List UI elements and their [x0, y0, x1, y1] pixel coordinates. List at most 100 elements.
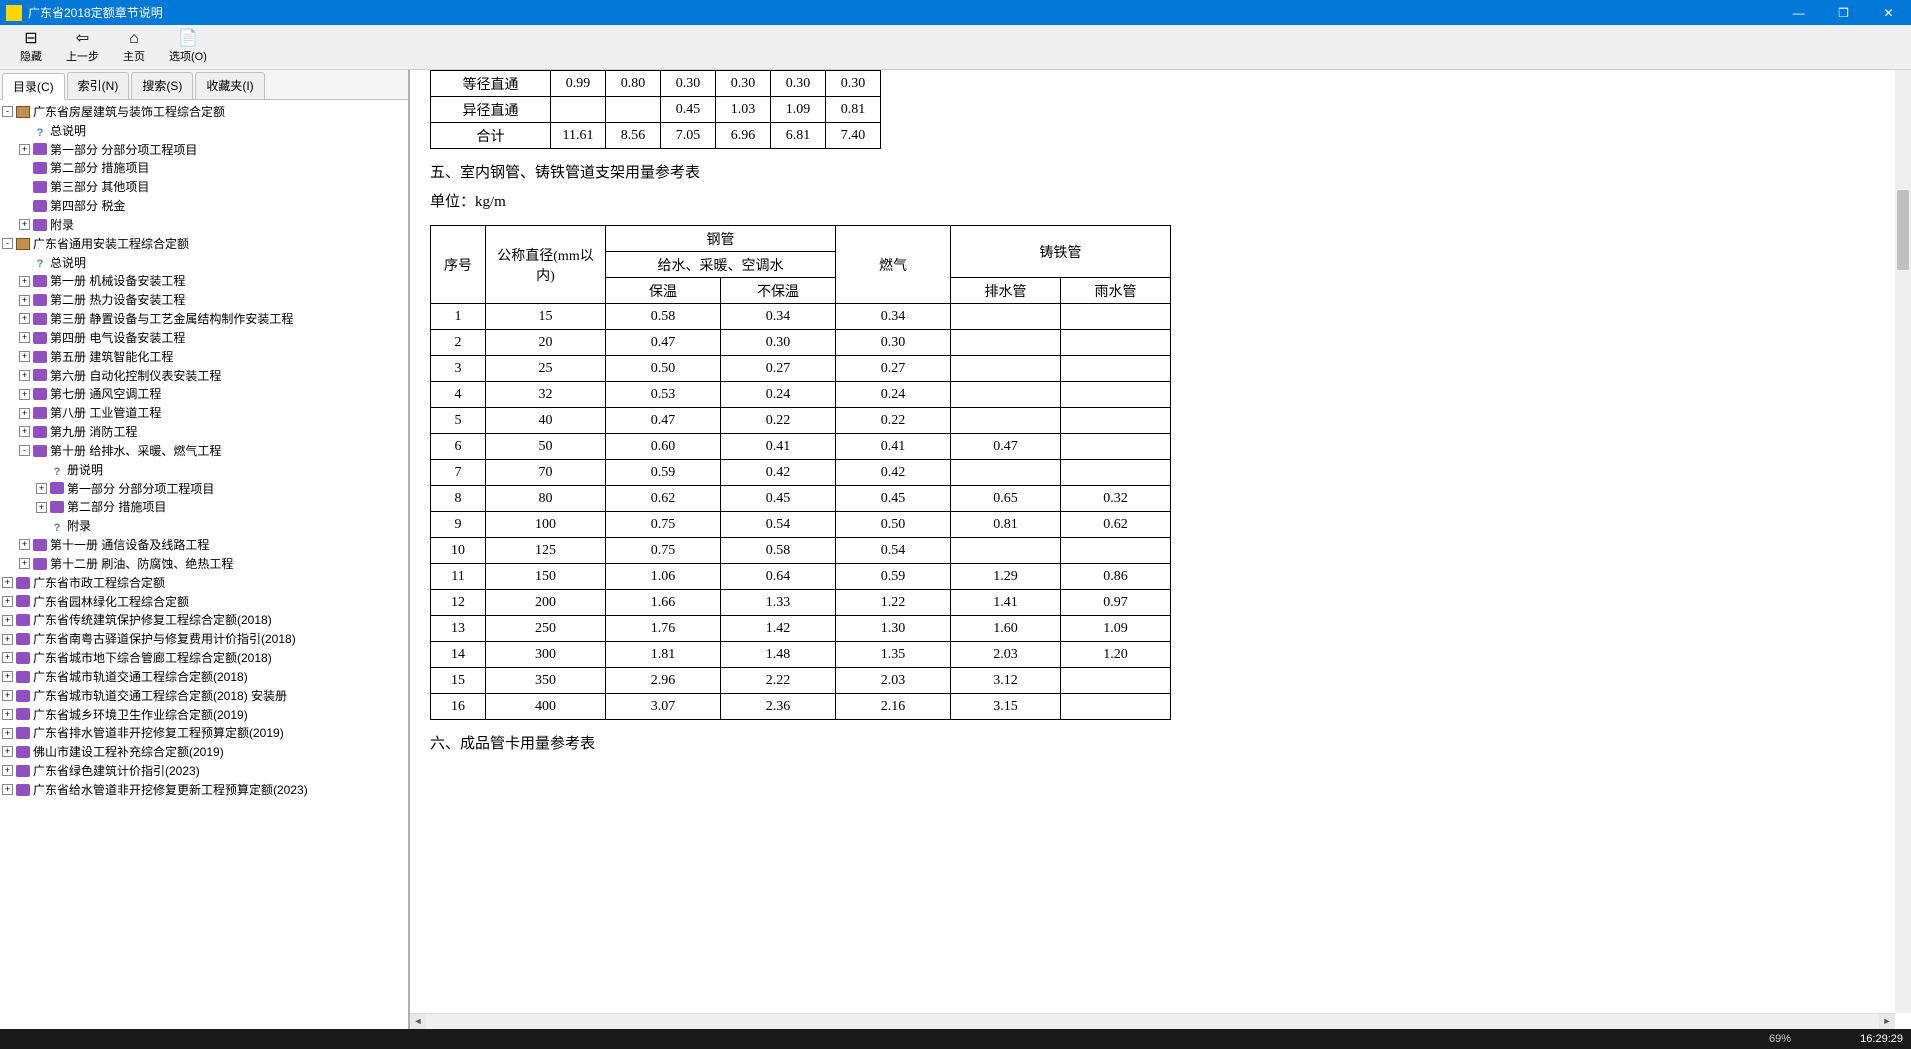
tree-label[interactable]: 第一部分 分部分项工程项目 — [50, 142, 197, 156]
tree-node[interactable]: + 第四册 电气设备安装工程 — [19, 328, 406, 347]
tree-toggle[interactable]: + — [2, 596, 13, 607]
tree-toggle[interactable]: + — [2, 690, 13, 701]
vertical-scrollbar[interactable] — [1895, 70, 1911, 1013]
tree-label[interactable]: 第二册 热力设备安装工程 — [50, 293, 185, 307]
tree-label[interactable]: 第十册 给排水、采暖、燃气工程 — [50, 444, 221, 458]
tree-label[interactable]: 第五册 建筑智能化工程 — [50, 350, 173, 364]
tree-node[interactable]: + 广东省城市轨道交通工程综合定额(2018) 安装册 — [2, 686, 406, 705]
tree-node[interactable]: +广东省市政工程综合定额 — [2, 573, 406, 592]
tree-toggle[interactable]: + — [19, 219, 30, 230]
tree-node[interactable]: + 第一部分 分部分项工程项目 — [19, 140, 406, 159]
tree-label[interactable]: 总说明 — [50, 124, 86, 138]
tree-toggle[interactable]: + — [19, 389, 30, 400]
tree-label[interactable]: 广东省给水管道非开挖修复更新工程预算定额(2023) — [33, 783, 308, 797]
close-button[interactable]: ✕ — [1866, 0, 1911, 25]
tree-node[interactable]: 第二部分 措施项目 — [19, 158, 406, 177]
tree-label[interactable]: 第四部分 税金 — [50, 199, 125, 213]
tree-label[interactable]: 广东省绿色建筑计价指引(2023) — [33, 764, 200, 778]
tree-node[interactable]: ?总说明 — [19, 253, 406, 272]
tree-label[interactable]: 第八册 工业管道工程 — [50, 406, 161, 420]
tree-toggle[interactable]: + — [19, 351, 30, 362]
tree-node[interactable]: ?附录 — [36, 516, 406, 535]
tree-node[interactable]: + 佛山市建设工程补充综合定额(2019) — [2, 742, 406, 761]
tree-toggle[interactable]: + — [36, 483, 47, 494]
home-button[interactable]: ⌂ 主页 — [111, 28, 157, 66]
tree-toggle[interactable]: - — [19, 445, 30, 456]
tree-toggle[interactable]: + — [2, 728, 13, 739]
tree-node[interactable]: + 第八册 工业管道工程 — [19, 403, 406, 422]
scroll-left-arrow[interactable]: ◄ — [410, 1014, 426, 1030]
tree-toggle[interactable]: + — [19, 295, 30, 306]
tree-node[interactable]: + 第六册 自动化控制仪表安装工程 — [19, 366, 406, 385]
tree-node[interactable]: + 广东省城市轨道交通工程综合定额(2018) — [2, 667, 406, 686]
tree-node[interactable]: + 第一册 机械设备安装工程 — [19, 271, 406, 290]
tree-toggle[interactable]: + — [19, 332, 30, 343]
tree-node[interactable]: + 广东省排水管道非开挖修复工程预算定额(2019) — [2, 723, 406, 742]
tree-node[interactable]: + 第七册 通风空调工程 — [19, 384, 406, 403]
tree-view[interactable]: -广东省房屋建筑与装饰工程综合定额?总说明+第一部分 分部分项工程项目第二部分 … — [0, 100, 408, 1029]
tree-node[interactable]: + 广东省城市地下综合管廊工程综合定额(2018) — [2, 648, 406, 667]
tree-toggle[interactable]: + — [2, 746, 13, 757]
tree-label[interactable]: 第二部分 措施项目 — [67, 500, 166, 514]
tree-node[interactable]: ?册说明 — [36, 460, 406, 479]
tree-node[interactable]: - 广东省通用安装工程综合定额 — [2, 234, 406, 253]
tree-label[interactable]: 第六册 自动化控制仪表安装工程 — [50, 368, 221, 382]
tree-toggle[interactable]: + — [2, 765, 13, 776]
tree-toggle[interactable]: - — [2, 238, 13, 249]
tree-node[interactable]: + 广东省绿色建筑计价指引(2023) — [2, 761, 406, 780]
tree-label[interactable]: 广东省园林绿化工程综合定额 — [33, 594, 189, 608]
tree-node[interactable]: - 广东省房屋建筑与装饰工程综合定额 — [2, 102, 406, 121]
hide-button[interactable]: ⊟ 隐藏 — [8, 28, 54, 66]
tree-label[interactable]: 第三册 静置设备与工艺金属结构制作安装工程 — [50, 312, 293, 326]
tree-label[interactable]: 广东省城市地下综合管廊工程综合定额(2018) — [33, 651, 272, 665]
tree-label[interactable]: 附录 — [67, 519, 91, 533]
tree-label[interactable]: 总说明 — [50, 255, 86, 269]
tab-index[interactable]: 索引(N) — [67, 72, 130, 99]
tab-search[interactable]: 搜索(S) — [131, 72, 193, 99]
tree-label[interactable]: 佛山市建设工程补充综合定额(2019) — [33, 745, 224, 759]
tree-toggle[interactable]: + — [2, 709, 13, 720]
tree-toggle[interactable]: + — [19, 408, 30, 419]
tree-node[interactable]: + 附录 — [19, 215, 406, 234]
tree-label[interactable]: 第十一册 通信设备及线路工程 — [50, 538, 209, 552]
tab-favorites[interactable]: 收藏夹(I) — [195, 72, 264, 99]
tree-label[interactable]: 第四册 电气设备安装工程 — [50, 331, 185, 345]
tree-label[interactable]: 第九册 消防工程 — [50, 425, 137, 439]
back-button[interactable]: ⇦ 上一步 — [54, 28, 111, 66]
tree-toggle[interactable]: + — [19, 370, 30, 381]
tree-toggle[interactable]: + — [19, 276, 30, 287]
tree-label[interactable]: 第七册 通风空调工程 — [50, 387, 161, 401]
tree-label[interactable]: 广东省城乡环境卫生作业综合定额(2019) — [33, 707, 248, 721]
tree-node[interactable]: - 第十册 给排水、采暖、燃气工程 — [19, 441, 406, 460]
tree-node[interactable]: + 第十一册 通信设备及线路工程 — [19, 535, 406, 554]
tree-toggle[interactable]: + — [2, 634, 13, 645]
tree-label[interactable]: 第十二册 刷油、防腐蚀、绝热工程 — [50, 557, 233, 571]
scroll-right-arrow[interactable]: ► — [1879, 1014, 1895, 1030]
minimize-button[interactable]: — — [1776, 0, 1821, 25]
tree-label[interactable]: 广东省通用安装工程综合定额 — [33, 237, 189, 251]
tree-label[interactable]: 册说明 — [67, 463, 103, 477]
tree-label[interactable]: 第二部分 措施项目 — [50, 161, 149, 175]
tree-toggle[interactable]: + — [2, 652, 13, 663]
tree-toggle[interactable]: + — [19, 313, 30, 324]
tree-node[interactable]: + 广东省城乡环境卫生作业综合定额(2019) — [2, 705, 406, 724]
tree-label[interactable]: 广东省城市轨道交通工程综合定额(2018) 安装册 — [33, 689, 287, 703]
options-button[interactable]: 📄 选项(O) — [157, 28, 219, 66]
tree-toggle[interactable]: + — [19, 539, 30, 550]
tree-node[interactable]: +第一部分 分部分项工程项目 — [36, 479, 406, 498]
tree-node[interactable]: + 第五册 建筑智能化工程 — [19, 347, 406, 366]
tree-toggle[interactable]: + — [19, 558, 30, 569]
tree-label[interactable]: 附录 — [50, 218, 74, 232]
tree-node[interactable]: +广东省传统建筑保护修复工程综合定额(2018) — [2, 610, 406, 629]
tree-node[interactable]: +第二部分 措施项目 — [36, 497, 406, 516]
tree-node[interactable]: 第四部分 税金 — [19, 196, 406, 215]
tree-label[interactable]: 广东省房屋建筑与装饰工程综合定额 — [33, 105, 225, 119]
tree-label[interactable]: 第一册 机械设备安装工程 — [50, 274, 185, 288]
tree-node[interactable]: + 第十二册 刷油、防腐蚀、绝热工程 — [19, 554, 406, 573]
tree-toggle[interactable]: + — [2, 671, 13, 682]
tree-toggle[interactable]: + — [19, 144, 30, 155]
tree-node[interactable]: + 第三册 静置设备与工艺金属结构制作安装工程 — [19, 309, 406, 328]
tree-label[interactable]: 广东省城市轨道交通工程综合定额(2018) — [33, 670, 248, 684]
tree-label[interactable]: 广东省排水管道非开挖修复工程预算定额(2019) — [33, 726, 284, 740]
tree-toggle[interactable]: - — [2, 106, 13, 117]
